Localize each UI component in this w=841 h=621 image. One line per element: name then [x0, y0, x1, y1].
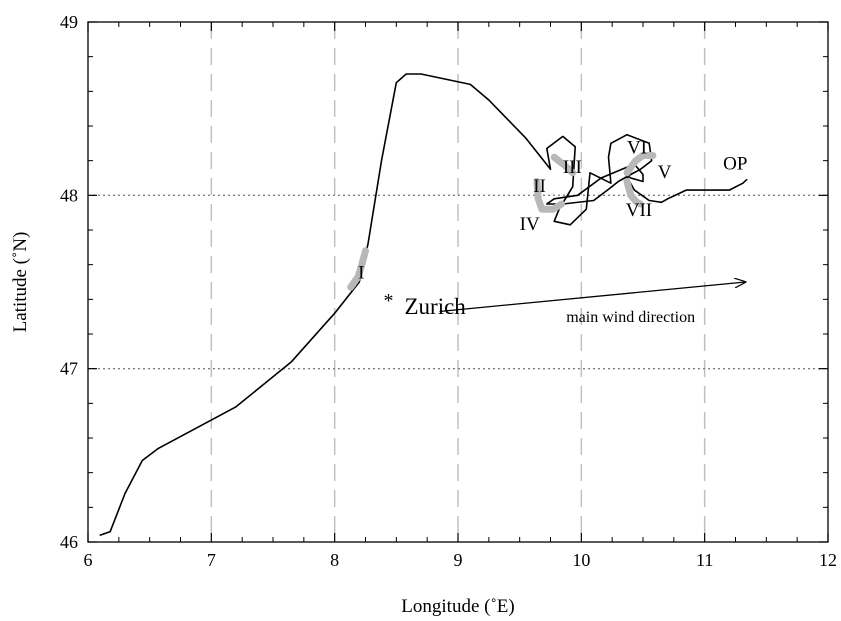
x-tick-label: 7 [207, 550, 216, 570]
x-tick-label: 11 [696, 550, 713, 570]
y-tick-label: 48 [60, 185, 78, 205]
segment-v-highlight [623, 152, 657, 177]
x-axis-label: Longitude (˚E) [401, 596, 514, 617]
y-tick-label: 47 [60, 359, 78, 379]
segment-label: VII [626, 200, 652, 221]
city-marker: * [384, 290, 394, 312]
city-label: Zurich [405, 294, 467, 319]
y-tick-label: 46 [60, 532, 78, 552]
x-tick-label: 8 [330, 550, 339, 570]
wind-direction-label: main wind direction [566, 309, 695, 326]
x-tick-label: 9 [454, 550, 463, 570]
x-tick-label: 12 [819, 550, 837, 570]
segment-i-highlight [347, 247, 369, 291]
segment-iii-highlight [550, 153, 577, 177]
x-tick-label: 6 [84, 550, 93, 570]
segment-label: V [658, 162, 672, 183]
segment-vii-highlight [623, 178, 644, 208]
segment-label: IV [520, 214, 540, 235]
y-axis-label: Latitude (˚N) [10, 232, 31, 333]
segment-label: OP [723, 153, 747, 174]
segment-label: VI [627, 138, 647, 159]
segment-ii-highlight [533, 178, 566, 213]
segment-label: III [563, 157, 582, 178]
segment-label: II [533, 176, 546, 197]
trajectory-line [99, 73, 748, 536]
x-tick-label: 10 [572, 550, 590, 570]
y-tick-label: 49 [60, 12, 78, 32]
wind-direction-arrow [439, 282, 746, 313]
segment-label: I [358, 263, 364, 284]
